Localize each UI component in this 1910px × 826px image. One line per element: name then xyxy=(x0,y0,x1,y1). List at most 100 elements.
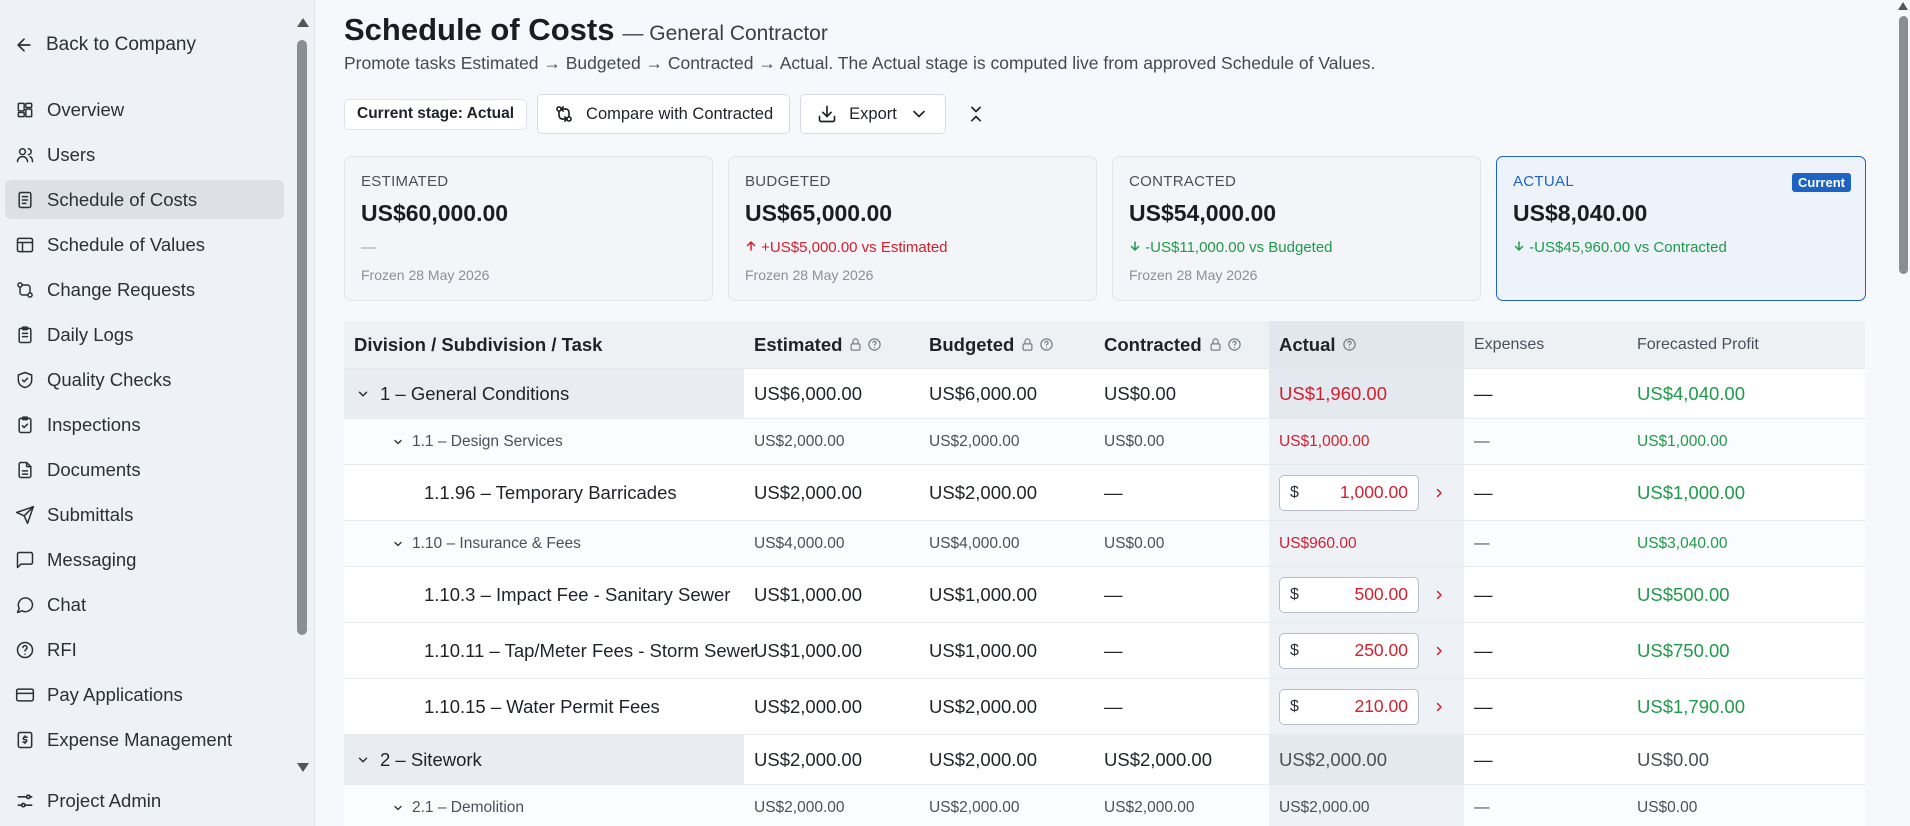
estimated-value: US$2,000.00 xyxy=(754,481,863,503)
actual-value: US$2,000.00 xyxy=(1279,798,1370,816)
scroll-up-icon[interactable] xyxy=(1898,2,1908,10)
actual-amount-input[interactable]: $250.00 xyxy=(1279,632,1419,669)
stage-card-actual[interactable]: ACTUAL Current US$8,040.00 -US$45,960.00 v… xyxy=(1496,156,1866,301)
chevron-down-icon[interactable] xyxy=(356,387,370,401)
main-scrollbar[interactable] xyxy=(1896,0,1910,826)
expenses-value: — xyxy=(1474,798,1490,816)
budgeted-cell: US$1,000.00 xyxy=(919,567,1094,622)
budgeted-value: US$2,000.00 xyxy=(929,748,1038,770)
sidebar-scrollbar[interactable] xyxy=(295,18,309,772)
back-to-company-link[interactable]: Back to Company xyxy=(0,22,295,68)
sidebar-item-label: Expense Management xyxy=(47,728,233,750)
sidebar-scroll-thumb[interactable] xyxy=(297,40,307,635)
chevron-down-icon[interactable] xyxy=(392,538,404,550)
sidebar-item-expense-management[interactable]: Expense Management xyxy=(5,720,284,759)
actual-amount-input[interactable]: $500.00 xyxy=(1279,576,1419,613)
contracted-cell: US$2,000.00 xyxy=(1094,735,1269,784)
estimated-cell: US$1,000.00 xyxy=(744,567,919,622)
chevron-down-icon[interactable] xyxy=(356,753,370,767)
project-admin-link[interactable]: Project Admin xyxy=(5,781,161,821)
chevron-down-icon xyxy=(912,110,925,118)
help-circle-icon[interactable] xyxy=(1342,337,1357,352)
sidebar-item-rfi[interactable]: RFI xyxy=(5,630,284,669)
cost-table: Division / Subdivision / Task Estimated Bu… xyxy=(344,321,1865,826)
current-badge: Current xyxy=(1792,173,1851,192)
subdivision-row[interactable]: 1.1 – Design Services US$2,000.00 US$2,000… xyxy=(344,419,1865,465)
sidebar-item-label: Schedule of Values xyxy=(47,233,206,255)
subdivision-row[interactable]: 1.10 – Insurance & Fees US$4,000.00 US$4,0… xyxy=(344,521,1865,567)
sidebar-item-label: Submittals xyxy=(47,503,134,525)
arrow-down-icon xyxy=(1514,241,1524,251)
profit-value: US$1,000.00 xyxy=(1637,432,1728,450)
sidebar-item-schedule-of-costs[interactable]: Schedule of Costs xyxy=(5,180,284,219)
stage-card-estimated[interactable]: ESTIMATED US$60,000.00 — Frozen 28 May 2026 xyxy=(344,156,713,301)
sidebar-item-submittals[interactable]: Submittals xyxy=(5,495,284,534)
compare-label: Compare with Contracted xyxy=(586,104,774,123)
main-content: Schedule of Costs — General Contractor P… xyxy=(315,0,1910,826)
help-circle-icon[interactable] xyxy=(1227,337,1242,352)
chevron-down-icon[interactable] xyxy=(392,802,404,814)
actual-cell: $1,000.00 xyxy=(1269,465,1464,520)
chevron-right-icon[interactable] xyxy=(1433,645,1445,657)
sidebar-item-inspections[interactable]: Inspections xyxy=(5,405,284,444)
actual-amount-input[interactable]: $1,000.00 xyxy=(1279,474,1419,511)
back-label: Back to Company xyxy=(46,34,196,55)
sidebar-item-label: Quality Checks xyxy=(47,368,172,390)
chevron-right-icon[interactable] xyxy=(1433,487,1445,499)
actual-amount-input[interactable]: $210.00 xyxy=(1279,688,1419,725)
expenses-cell: — xyxy=(1464,785,1627,826)
chevron-right-icon[interactable] xyxy=(1433,589,1445,601)
chevron-right-icon[interactable] xyxy=(1433,701,1445,713)
estimated-value: US$2,000.00 xyxy=(754,748,863,770)
table-icon xyxy=(16,237,34,252)
stage-card-contracted[interactable]: CONTRACTED US$54,000.00 -US$11,000.00 vs … xyxy=(1112,156,1481,301)
contracted-value: US$0.00 xyxy=(1104,432,1165,450)
receipt-icon xyxy=(17,731,33,748)
subdivision-row[interactable]: 2.1 – Demolition US$2,000.00 US$2,000.00 US… xyxy=(344,785,1865,826)
column-header-budgeted: Budgeted xyxy=(919,321,1094,368)
scroll-up-icon[interactable] xyxy=(297,18,309,27)
expenses-cell: — xyxy=(1464,419,1627,464)
estimated-cell: US$2,000.00 xyxy=(744,465,919,520)
sidebar-item-documents[interactable]: Documents xyxy=(5,450,284,489)
sidebar-item-schedule-of-values[interactable]: Schedule of Values xyxy=(5,225,284,264)
sidebar: Back to Company Overview Users Schedule of… xyxy=(0,0,315,826)
sidebar-item-pay-applications[interactable]: Pay Applications xyxy=(5,675,284,714)
sidebar-item-users[interactable]: Users xyxy=(5,135,284,174)
lock-icon xyxy=(1210,338,1221,351)
division-row[interactable]: 2 – Sitework US$2,000.00 US$2,000.00 US$2,0… xyxy=(344,735,1865,785)
profit-cell: US$1,000.00 xyxy=(1627,419,1865,464)
stage-card-budgeted[interactable]: BUDGETED US$65,000.00 +US$5,000.00 vs Est… xyxy=(728,156,1097,301)
help-circle-icon[interactable] xyxy=(1039,337,1054,352)
chevron-down-icon[interactable] xyxy=(392,436,404,448)
sidebar-item-quality-checks[interactable]: Quality Checks xyxy=(5,360,284,399)
actual-value: US$2,000.00 xyxy=(1279,748,1388,770)
estimated-cell: US$2,000.00 xyxy=(744,785,919,826)
expenses-value: — xyxy=(1474,382,1493,404)
clipboard-icon xyxy=(18,325,32,343)
help-circle-icon[interactable] xyxy=(867,337,882,352)
collapse-all-button[interactable] xyxy=(956,94,996,134)
column-header-label: Contracted xyxy=(1104,333,1202,355)
scroll-down-icon[interactable] xyxy=(297,763,309,772)
task-row: 1.10.3 – Impact Fee - Sanitary Sewer US$1… xyxy=(344,567,1865,623)
currency-symbol: $ xyxy=(1290,585,1299,603)
sidebar-item-overview[interactable]: Overview xyxy=(5,90,284,129)
contracted-value: US$2,000.00 xyxy=(1104,748,1213,770)
clipboard-check-icon xyxy=(18,415,32,433)
expenses-cell: — xyxy=(1464,679,1627,734)
sidebar-item-daily-logs[interactable]: Daily Logs xyxy=(5,315,284,354)
contracted-cell: — xyxy=(1094,465,1269,520)
estimated-value: US$1,000.00 xyxy=(754,583,863,605)
main-scroll-thumb[interactable] xyxy=(1899,16,1908,274)
sidebar-item-messaging[interactable]: Messaging xyxy=(5,540,284,579)
export-button[interactable]: Export xyxy=(800,94,946,134)
name-cell: 1.10.15 – Water Permit Fees xyxy=(344,679,744,734)
git-compare-icon xyxy=(556,106,572,122)
sidebar-item-change-requests[interactable]: Change Requests xyxy=(5,270,284,309)
sidebar-item-chat[interactable]: Chat xyxy=(5,585,284,624)
project-admin-label: Project Admin xyxy=(47,790,162,811)
division-row[interactable]: 1 – General Conditions US$6,000.00 US$6,00… xyxy=(344,369,1865,419)
compare-button[interactable]: Compare with Contracted xyxy=(537,94,791,134)
budgeted-value: US$6,000.00 xyxy=(929,382,1038,404)
